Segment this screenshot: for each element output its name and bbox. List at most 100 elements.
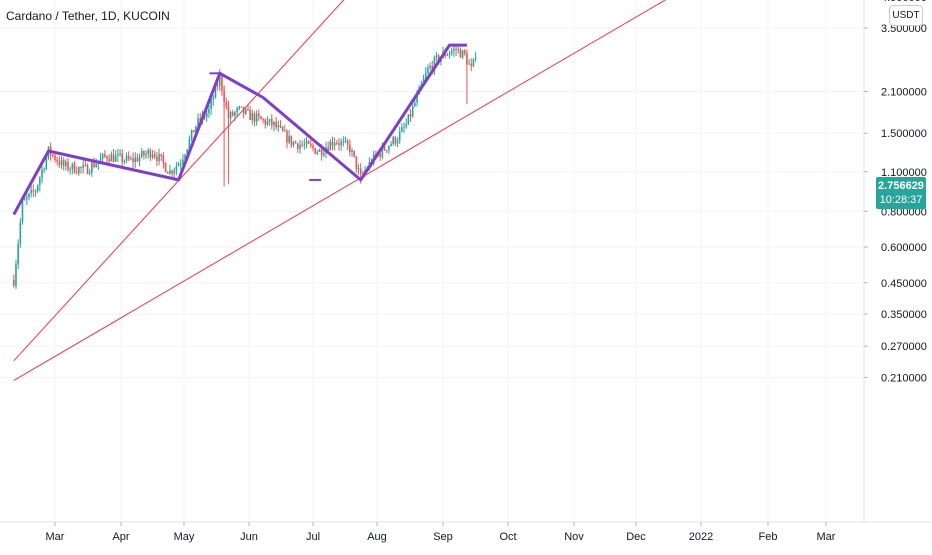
- candle-body: [104, 154, 106, 157]
- y-tick-label: 0.450000: [881, 278, 927, 290]
- x-tick-label: Apr: [112, 531, 129, 543]
- pattern-path[interactable]: [12, 43, 467, 216]
- bar-countdown: 10:28:37: [879, 194, 923, 206]
- candle-body: [253, 113, 256, 122]
- grid: [0, 0, 864, 522]
- candle-body: [450, 50, 453, 54]
- x-tick-label: Aug: [367, 531, 387, 543]
- candle-body: [331, 141, 334, 146]
- candle-body: [396, 140, 399, 144]
- candle-body: [143, 151, 145, 156]
- last-price: 2.756629: [878, 180, 924, 192]
- candle-body: [394, 137, 397, 144]
- candle-body: [36, 185, 39, 192]
- candle-body: [234, 112, 236, 116]
- candle-body: [45, 157, 48, 170]
- candle-body: [392, 137, 395, 144]
- candle-body: [169, 170, 171, 174]
- candle-body: [411, 106, 414, 117]
- candles: [13, 43, 477, 290]
- x-tick-label: May: [174, 531, 195, 543]
- candle-body: [401, 127, 403, 132]
- candle-body: [314, 148, 316, 154]
- candle-body: [353, 150, 355, 157]
- candle-body: [448, 53, 451, 55]
- trend-lines[interactable]: [13, 0, 671, 381]
- candle-body: [429, 65, 431, 68]
- candle-body: [255, 113, 258, 122]
- candle-body: [108, 159, 110, 162]
- candle-body: [398, 131, 401, 141]
- candle-body: [195, 126, 197, 133]
- candle-body: [403, 126, 405, 128]
- candle-body: [119, 153, 121, 155]
- candle-body: [433, 57, 436, 71]
- candle-body: [54, 155, 56, 160]
- trend-line: [13, 0, 667, 381]
- candle-body: [405, 124, 408, 127]
- candle-body: [56, 159, 58, 162]
- candle-body: [327, 147, 329, 151]
- candle-body: [132, 158, 134, 163]
- candle-body: [28, 193, 30, 198]
- y-tick-label: 0.600000: [881, 242, 927, 254]
- y-tick-label: 4.500000: [881, 0, 927, 4]
- candle-body: [231, 112, 234, 116]
- candle-body: [73, 163, 76, 173]
- candle-body: [446, 54, 449, 56]
- candle-body: [84, 164, 87, 166]
- candle-body: [147, 150, 150, 154]
- candle-body: [140, 151, 143, 158]
- y-tick-label: 2.100000: [881, 86, 927, 98]
- candle-body: [301, 144, 303, 146]
- candle-body: [149, 150, 152, 158]
- candle-body: [470, 63, 473, 67]
- candle-body: [179, 164, 182, 166]
- candle-body: [257, 113, 260, 117]
- x-tick-label: Mar: [817, 531, 836, 543]
- candle-body: [424, 73, 427, 79]
- candle-body: [71, 163, 74, 170]
- candle-body: [355, 156, 358, 170]
- candle-body: [39, 177, 41, 186]
- candle-body: [153, 154, 156, 157]
- candle-body: [162, 156, 165, 163]
- y-tick-label: 0.210000: [881, 372, 927, 384]
- candle-body: [13, 280, 15, 286]
- candle-body: [15, 264, 17, 286]
- candle-body: [184, 155, 186, 160]
- candle-body: [242, 106, 245, 114]
- candle-body: [82, 164, 84, 168]
- x-tick-label: Mar: [46, 531, 65, 543]
- candle-body: [286, 130, 288, 143]
- candle-body: [435, 55, 438, 58]
- candle-body: [21, 200, 24, 223]
- candle-body: [138, 157, 141, 162]
- candle-body: [357, 168, 360, 170]
- candle-body: [125, 155, 128, 161]
- candle-body: [268, 119, 271, 122]
- candle-body: [95, 164, 97, 168]
- candle-body: [110, 154, 113, 162]
- candle-body: [106, 156, 108, 160]
- candle-body: [216, 85, 219, 87]
- currency-unit-badge[interactable]: USDT: [889, 5, 923, 26]
- candle-body: [75, 172, 78, 174]
- axes: 11.0000008.0000006.0000004.5000003.50000…: [0, 0, 932, 543]
- candle-body: [468, 63, 470, 65]
- candle-body: [379, 153, 381, 157]
- candle-body: [409, 114, 412, 117]
- candle-body: [60, 160, 63, 165]
- candle-body: [225, 102, 228, 107]
- candle-body: [212, 98, 215, 100]
- candle-body: [459, 49, 462, 58]
- candle-body: [58, 161, 61, 165]
- candle-body: [388, 145, 390, 151]
- candle-body: [463, 50, 466, 54]
- candle-body: [329, 141, 332, 151]
- candle-body: [290, 135, 293, 146]
- candle-body: [344, 140, 347, 142]
- candle-body: [431, 65, 434, 71]
